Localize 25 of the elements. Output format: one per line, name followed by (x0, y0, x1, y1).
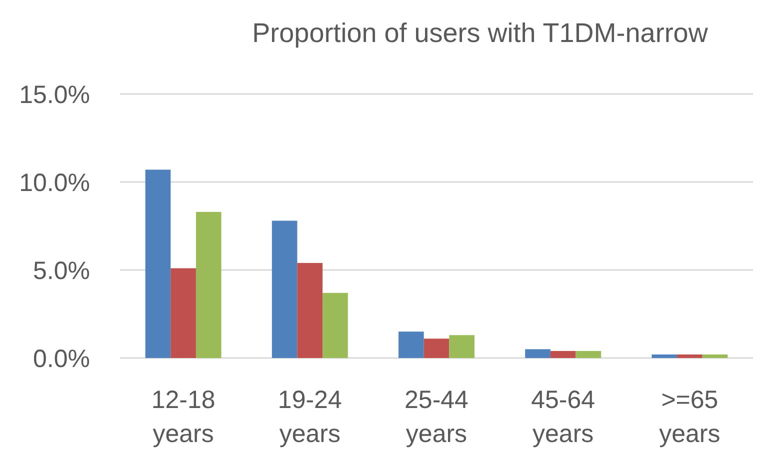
x-tick-label: 12-18 years (151, 386, 216, 448)
bar (449, 335, 474, 358)
bar (677, 354, 702, 358)
bar (525, 349, 550, 358)
bar (424, 338, 450, 358)
x-tick-label: 19-24 years (278, 386, 342, 448)
chart-title: Proportion of users with T1DM-narrow (252, 18, 708, 48)
y-tick-label: 10.0% (19, 168, 90, 197)
bar (550, 350, 576, 358)
bar (322, 292, 348, 358)
bar (652, 354, 678, 358)
bar (398, 332, 424, 358)
y-tick-label: 0.0% (33, 344, 90, 373)
bar (170, 268, 196, 358)
bar (702, 354, 728, 358)
y-tick-label: 15.0% (19, 80, 90, 109)
bar (297, 262, 323, 358)
x-tick-label: 25-44 years (404, 386, 469, 448)
x-tick-label: 45-64 years (531, 386, 596, 448)
bar (145, 170, 171, 358)
x-tick-label: >=65 years (659, 386, 720, 448)
bar (196, 212, 222, 358)
bar (272, 220, 298, 358)
bar (576, 350, 602, 358)
y-tick-label: 5.0% (33, 256, 90, 285)
